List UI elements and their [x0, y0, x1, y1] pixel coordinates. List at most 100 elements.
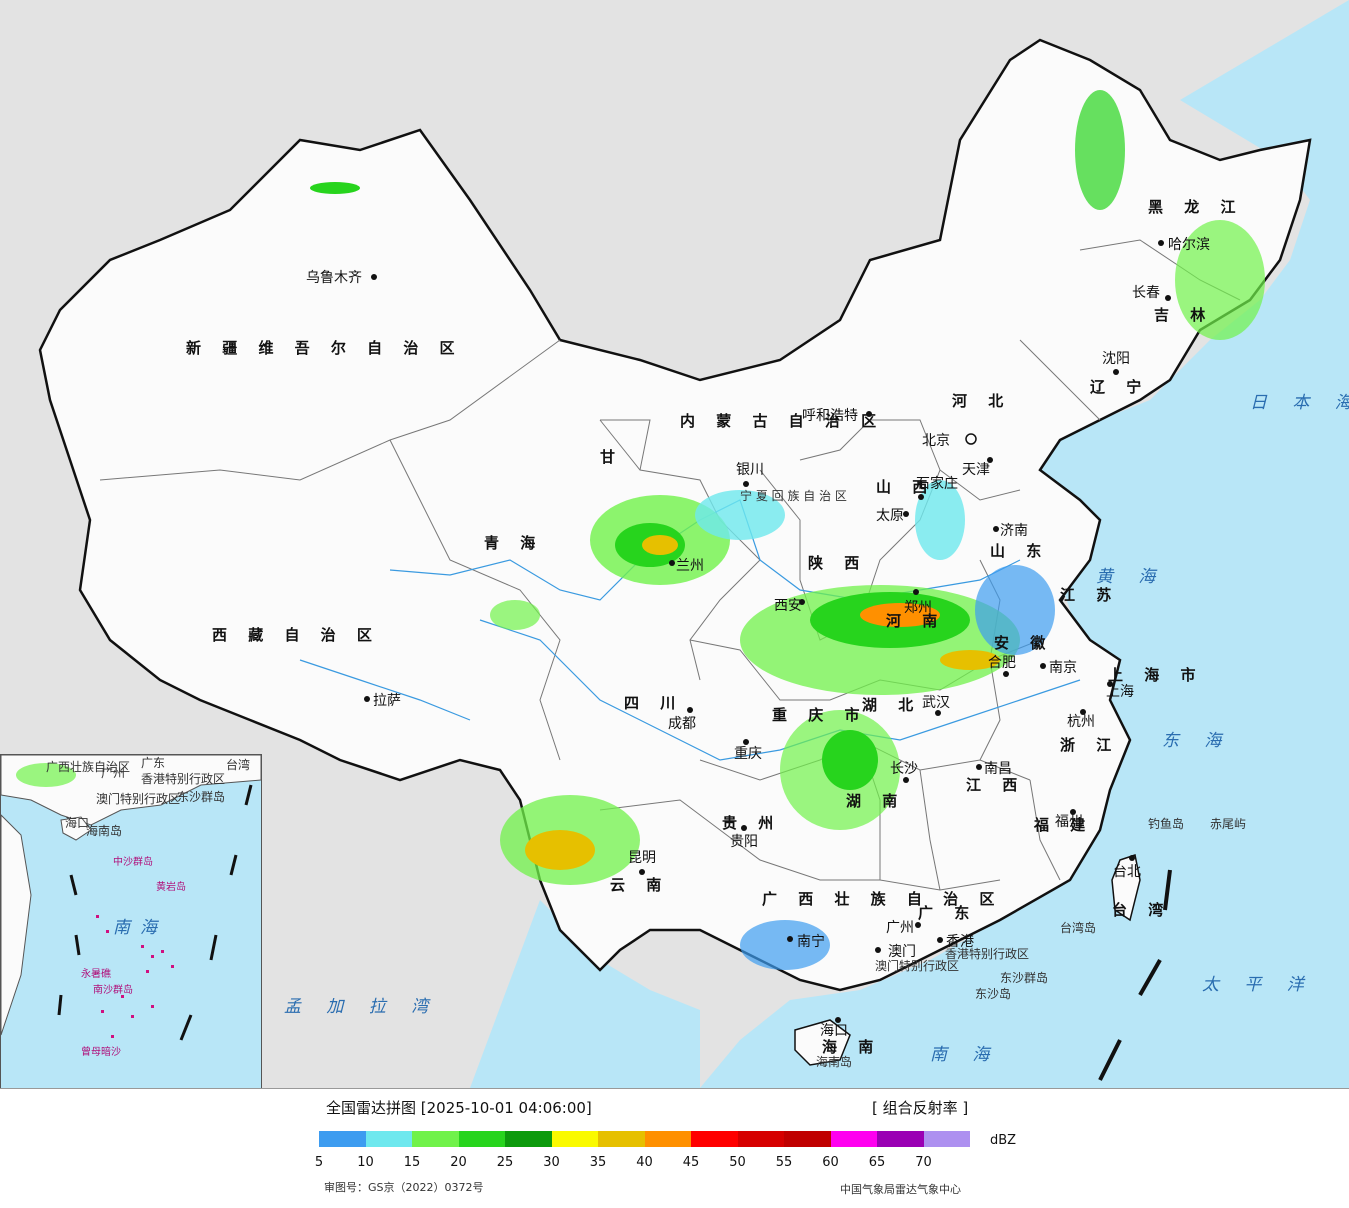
- legend-swatch-12: [877, 1131, 924, 1147]
- label-shandong: 山 东: [990, 542, 1049, 560]
- color-scale: [319, 1131, 970, 1147]
- inset-label-taiwan: 台湾: [226, 757, 250, 772]
- legend-swatch-9: [737, 1131, 784, 1147]
- legend-tick: 50: [729, 1155, 746, 1170]
- legend-swatch-1: [365, 1131, 412, 1147]
- city-jinan: 济南: [1000, 523, 1028, 539]
- city-taiyuan: 太原: [876, 508, 904, 524]
- city-haikou: 海口: [820, 1023, 848, 1039]
- city-wuhan: 武汉: [922, 695, 950, 711]
- city-haerbin: 哈尔滨: [1168, 237, 1210, 253]
- label-taiwan: 台 湾: [1112, 901, 1171, 919]
- label-henan: 河 南: [886, 612, 945, 630]
- city-hangzhou: 杭州: [1067, 714, 1095, 730]
- city-shanghai: 上海: [1106, 684, 1134, 700]
- label-liaoning: 辽 宁: [1090, 378, 1149, 396]
- sea-taipingyang: 太 平 洋: [1202, 975, 1314, 995]
- legend-tick: 30: [543, 1155, 560, 1170]
- label-heilongjiang: 黑 龙 江: [1148, 198, 1243, 216]
- city-nanjing: 南京: [1049, 660, 1077, 676]
- legend-swatch-2: [412, 1131, 459, 1147]
- inset-label-nansha: 南沙群岛: [93, 983, 133, 996]
- inset-label-yongshu: 永暑礁: [81, 967, 111, 980]
- label-anhui: 安 徽: [994, 634, 1053, 652]
- label-gansu: 甘: [600, 448, 623, 466]
- label-ningxia: 宁 夏 回 族 自 治 区: [740, 488, 847, 503]
- inset-label-zhongsha: 中沙群岛: [113, 855, 153, 868]
- label-qinghai: 青 海: [484, 534, 543, 552]
- legend-tick: 10: [357, 1155, 374, 1170]
- sea-huang: 黄 海: [1096, 567, 1165, 587]
- legend-swatch-3: [458, 1131, 505, 1147]
- sea-labels: 日 本 海 黄 海 东 海 太 平 洋 南 海 孟 加 拉 湾: [284, 393, 1349, 1065]
- capital-markers: [364, 240, 1171, 1023]
- label-shanghai: 上 海 市: [1108, 666, 1203, 684]
- legend-swatch-13: [923, 1131, 970, 1147]
- label-aomen: 澳门特别行政区: [875, 958, 959, 973]
- legend-swatch-5: [551, 1131, 598, 1147]
- organization: 中国气象局雷达气象中心: [840, 1183, 961, 1196]
- label-xinjiang: 新 疆 维 吾 尔 自 治 区: [186, 339, 463, 357]
- legend-tick: 40: [636, 1155, 653, 1170]
- city-beijing: 北京: [922, 433, 950, 449]
- city-lanzhou: 兰州: [676, 558, 704, 574]
- radar-echoes: [310, 90, 1265, 970]
- label-jilin: 吉 林: [1154, 306, 1213, 324]
- label-guizhou: 贵 州: [722, 814, 781, 832]
- label-yunnan: 云 南: [610, 876, 669, 894]
- island-dongsha-qundao: 东沙群岛: [1000, 970, 1048, 985]
- bay-of-bengal: [470, 900, 700, 1088]
- legend-swatch-0: [319, 1131, 366, 1147]
- city-chengdu: 成都: [668, 716, 696, 732]
- city-changchun: 长春: [1132, 285, 1160, 301]
- label-jiangxi: 江 西: [966, 776, 1025, 794]
- label-hainan: 海 南: [822, 1038, 881, 1056]
- label-chongqing: 重 庆 市: [772, 706, 867, 724]
- city-changsha: 长沙: [890, 761, 918, 777]
- review-number: 审图号：GS京（2022）0372号: [324, 1181, 484, 1194]
- label-shaanxi: 陕 西: [808, 554, 867, 572]
- legend-tick: 60: [822, 1155, 839, 1170]
- city-huhehaote: 呼和浩特: [802, 408, 858, 424]
- inset-label-guangxi: 广西壮族自治区: [46, 760, 130, 774]
- china-map: 新 疆 维 吾 尔 自 治 区 西 藏 自 治 区 青 海 甘 四 川 云 南 …: [38, 0, 1349, 1088]
- label-guangdong: 广 东: [918, 904, 977, 922]
- color-scale-ticks: 5 10 15 20 25 30 35 40 45 50 55 60 65 70: [315, 1155, 979, 1173]
- hainan-island: [794, 1019, 851, 1066]
- inset-label-guangzhou: 广州: [101, 766, 125, 780]
- province-labels: 新 疆 维 吾 尔 自 治 区 西 藏 自 治 区 青 海 甘 四 川 云 南 …: [186, 198, 1243, 1056]
- label-hunan: 湖 南: [846, 792, 905, 810]
- label-zhejiang: 浙 江: [1060, 736, 1119, 754]
- city-nanning: 南宁: [797, 933, 825, 950]
- legend-swatch-10: [784, 1131, 831, 1147]
- city-lasa: 拉萨: [373, 693, 401, 709]
- legend-swatch-7: [644, 1131, 691, 1147]
- inset-label-hainandao: 海南岛: [86, 823, 122, 838]
- city-yinchuan: 银川: [736, 462, 764, 478]
- island-dongsha: 东沙岛: [975, 986, 1011, 1001]
- inset-label-haikou: 海口: [65, 815, 89, 830]
- inset-label-aomen: 澳门特别行政区: [96, 791, 180, 806]
- product-type: [ 组合反射率 ]: [872, 1099, 969, 1117]
- city-xianggang: 香港: [946, 934, 974, 950]
- inset-islands: [96, 915, 174, 1038]
- label-guangxi: 广 西 壮 族 自 治 区: [762, 890, 1002, 908]
- island-taiwandao: 台湾岛: [1060, 920, 1096, 935]
- label-fujian: 福 建: [1033, 816, 1093, 834]
- label-shanxi: 山 西: [876, 478, 935, 496]
- label-hubei: 湖 北: [862, 696, 921, 714]
- legend-swatch-8: [691, 1131, 738, 1147]
- legend-panel: 全国雷达拼图 [2025-10-01 04:06:00] [ 组合反射率 ] 5…: [0, 1089, 1349, 1208]
- legend-tick: 5: [314, 1155, 324, 1170]
- city-kunming: 昆明: [628, 850, 656, 866]
- city-aomen: 澳门: [888, 944, 916, 960]
- sea-dong: 东 海: [1162, 731, 1231, 751]
- label-jiangsu: 江 苏: [1060, 586, 1119, 604]
- maritime-boundary: [1098, 869, 1172, 1081]
- city-hefei: 合肥: [988, 655, 1016, 671]
- label-neimenggu: 内 蒙 古 自 治 区: [680, 412, 884, 430]
- legend-tick: 20: [450, 1155, 467, 1170]
- city-nanchang: 南昌: [984, 761, 1012, 777]
- city-zhengzhou: 郑州: [904, 600, 932, 616]
- label-sichuan: 四 川: [624, 694, 683, 712]
